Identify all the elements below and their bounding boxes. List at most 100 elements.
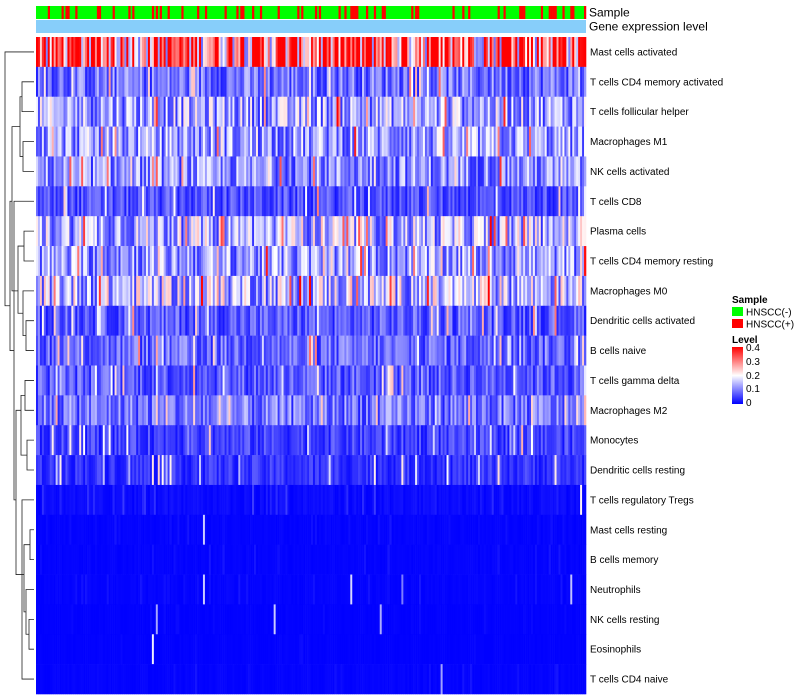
heatmap-cell <box>169 365 172 396</box>
heatmap-cell <box>281 335 284 366</box>
heatmap-cell <box>202 186 206 217</box>
sample-tick-positive <box>452 6 455 19</box>
heatmap-cell <box>206 156 210 187</box>
heatmap-cell <box>564 96 567 127</box>
heatmap-cell <box>151 37 155 68</box>
heatmap-cell <box>383 246 386 277</box>
heatmap-cell <box>407 484 410 516</box>
heatmap-cell <box>67 484 70 516</box>
heatmap-cell <box>167 305 170 336</box>
heatmap-cell <box>204 216 208 247</box>
heatmap-cell <box>525 395 528 426</box>
heatmap-cell <box>311 66 314 98</box>
heatmap-cell <box>324 544 328 575</box>
heatmap-cell <box>389 246 392 277</box>
heatmap-cell <box>65 126 68 157</box>
heatmap-cell <box>116 544 119 575</box>
heatmap-cell <box>481 484 485 516</box>
heatmap-cell <box>39 455 43 486</box>
heatmap-cell <box>297 455 300 486</box>
heatmap-cell <box>261 66 265 98</box>
heatmap-cell <box>140 246 143 277</box>
heatmap-cell <box>210 335 214 366</box>
heatmap-cell <box>128 335 131 366</box>
heatmap-cell <box>364 216 367 247</box>
heatmap-cell <box>157 544 161 575</box>
heatmap-cell <box>69 484 72 516</box>
heatmap-cell <box>226 365 229 396</box>
heatmap-cell <box>442 395 445 426</box>
heatmap-cell <box>491 186 494 217</box>
heatmap-cell <box>146 156 149 187</box>
heatmap-cell <box>538 37 542 68</box>
heatmap-cell <box>295 305 298 336</box>
heatmap-cell <box>104 484 108 516</box>
heatmap-cell <box>560 365 563 396</box>
heatmap-cell <box>218 425 221 456</box>
heatmap-cell <box>189 186 192 217</box>
heatmap-cell <box>159 37 163 68</box>
heatmap-cell <box>134 455 137 486</box>
heatmap-cell <box>401 96 404 127</box>
heatmap-cell <box>415 275 418 307</box>
heatmap-cell <box>37 514 41 545</box>
heatmap-cell <box>271 395 274 426</box>
heatmap-cell <box>540 126 544 157</box>
heatmap-cell <box>377 484 381 516</box>
heatmap-cell <box>344 395 347 426</box>
heatmap-cell <box>277 126 280 157</box>
heatmap-cell <box>157 395 161 426</box>
heatmap-cell <box>240 365 243 396</box>
heatmap-cell <box>532 156 536 187</box>
heatmap-cell <box>375 305 379 336</box>
heatmap-cell <box>242 365 245 396</box>
heatmap-cell <box>265 395 269 426</box>
heatmap-cell <box>426 156 430 187</box>
heatmap-cell <box>161 484 164 516</box>
heatmap-cell <box>523 126 526 157</box>
heatmap-cell <box>206 96 210 127</box>
heatmap-cell <box>564 275 567 307</box>
heatmap-cell <box>354 186 357 217</box>
heatmap-cell <box>187 544 190 575</box>
heatmap-cell <box>536 484 540 516</box>
heatmap-cell <box>515 365 518 396</box>
heatmap-cell <box>208 335 212 366</box>
heatmap-cell <box>61 544 64 575</box>
heatmap-cell <box>132 96 135 127</box>
heatmap-cell <box>560 216 563 247</box>
heatmap-cell <box>564 514 567 545</box>
heatmap-cell <box>134 484 137 516</box>
heatmap-cell <box>499 37 502 68</box>
heatmap-cell <box>450 395 453 426</box>
heatmap-cell <box>578 395 581 426</box>
heatmap-cell <box>391 126 394 157</box>
heatmap-cell <box>206 37 210 68</box>
heatmap-cell <box>248 484 251 516</box>
sample-tick-positive <box>352 6 355 19</box>
heatmap-cell <box>305 186 308 217</box>
heatmap-cell <box>299 365 302 396</box>
heatmap-cell <box>428 216 432 247</box>
heatmap-cell <box>248 66 251 98</box>
heatmap-cell <box>254 335 257 366</box>
heatmap-cell <box>204 156 208 187</box>
heatmap-cell <box>538 156 542 187</box>
heatmap-cell <box>529 156 532 187</box>
heatmap-cell <box>81 186 84 217</box>
heatmap-cell <box>456 455 459 486</box>
heatmap-cell <box>419 365 422 396</box>
heatmap-cell <box>503 365 506 396</box>
heatmap-cell <box>409 365 412 396</box>
heatmap-cell <box>521 275 524 307</box>
heatmap-cell <box>287 275 290 307</box>
heatmap-cell <box>548 335 551 366</box>
heatmap-cell <box>246 246 249 277</box>
heatmap-cell <box>448 66 451 98</box>
heatmap-cell <box>495 126 498 157</box>
heatmap-cell <box>332 484 335 516</box>
heatmap-cell <box>206 544 210 575</box>
heatmap-cell <box>350 425 353 456</box>
heatmap-cell <box>250 66 253 98</box>
heatmap-cell <box>521 216 524 247</box>
